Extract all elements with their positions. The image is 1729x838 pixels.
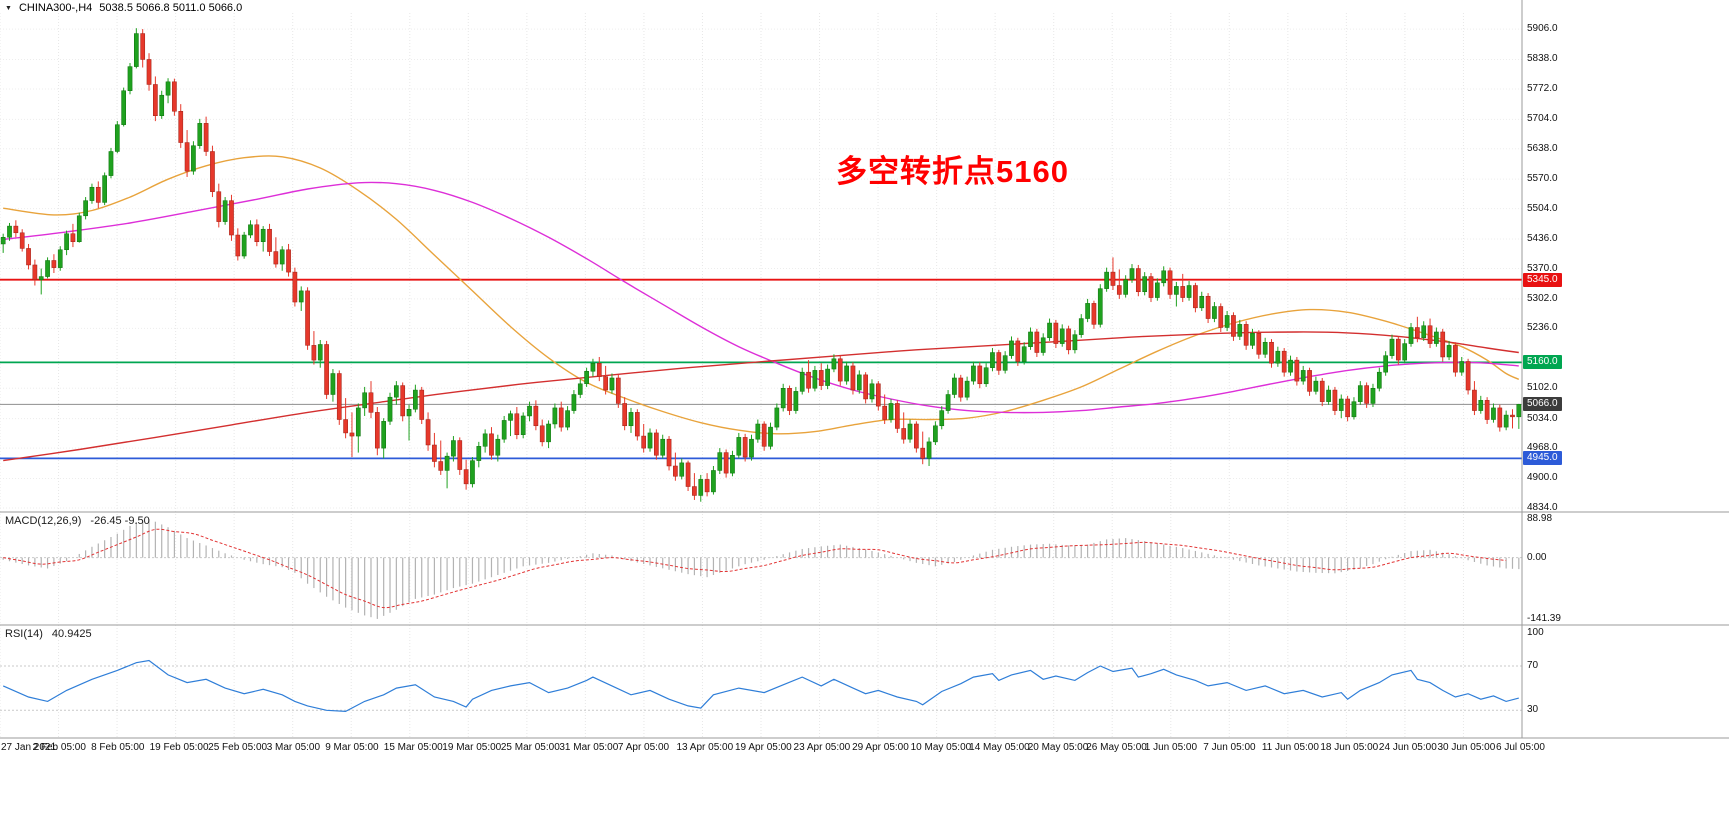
macd-signal-line	[3, 528, 1507, 609]
price-tick-label: 5302.0	[1527, 292, 1558, 304]
macd-header: MACD(12,26,9) -26.45 -9.50	[5, 515, 150, 527]
symbol-timeframe: CHINA300-,H4	[18, 2, 93, 14]
macd-tick-label: 88.98	[1527, 512, 1553, 524]
time-axis-label: 13 Apr 05:00	[676, 742, 734, 753]
chart-header: ▼ CHINA300-,H4 5038.5 5066.8 5011.0 5066…	[5, 2, 242, 14]
macd-histogram	[2, 518, 1520, 619]
time-axis-label: 19 Mar 05:00	[442, 742, 502, 753]
price-tick-label: 5570.0	[1527, 173, 1558, 185]
time-axis-label: 27 Jan 2021	[1, 742, 57, 753]
time-axis-label: 11 Jun 05:00	[1261, 742, 1319, 753]
price-tick-label: 5436.0	[1527, 233, 1558, 245]
time-axis-label: 6 Jul 05:00	[1496, 742, 1545, 753]
time-axis-label: 18 Jun 05:00	[1320, 742, 1379, 753]
rsi-line	[2, 659, 1519, 713]
grid-layer	[0, 13, 1523, 738]
time-axis-label: 7 Jun 05:00	[1203, 742, 1256, 753]
rsi-value: 40.9425	[51, 628, 92, 640]
collapse-ohlc-icon[interactable]: ▼	[5, 4, 12, 12]
support-line-badge: 4945.0	[1523, 451, 1562, 466]
rsi-tick-label: 70	[1527, 659, 1539, 671]
time-axis-label: 24 Jun 05:00	[1378, 742, 1437, 753]
time-axis-label: 23 Apr 05:00	[793, 742, 851, 753]
ma-fast-line	[3, 155, 1520, 435]
ohlc-values: 5038.5 5066.8 5011.0 5066.0	[99, 2, 243, 14]
price-tick-label: 5102.0	[1527, 382, 1558, 394]
price-tick-label: 5034.0	[1527, 412, 1558, 424]
price-tick-label: 5638.0	[1527, 142, 1558, 154]
time-axis-label: 30 Jun 05:00	[1437, 742, 1496, 753]
price-tick-label: 4968.0	[1527, 442, 1558, 454]
price-tick-label: 4834.0	[1527, 501, 1558, 513]
rsi-label: RSI(14)	[5, 628, 43, 640]
price-tick-label: 5838.0	[1527, 53, 1558, 65]
time-axis-label: 19 Feb 05:00	[149, 742, 209, 753]
time-axis-label: 10 May 05:00	[910, 742, 972, 753]
macd-tick-label: -141.39	[1527, 613, 1561, 625]
annotation-text[interactable]: 多空转折点5160	[836, 154, 1069, 189]
time-axis-label: 8 Feb 05:00	[91, 742, 145, 753]
time-axis-label: 2 Feb 05:00	[32, 742, 86, 753]
time-axis-label: 29 Apr 05:00	[852, 742, 909, 753]
time-axis-label: 20 May 05:00	[1027, 742, 1089, 753]
ma-slow-line	[3, 331, 1519, 462]
rsi-tick-label: 100	[1527, 626, 1544, 638]
time-axis-label: 25 Mar 05:00	[500, 742, 560, 753]
current-price-badge: 5066.0	[1523, 397, 1562, 412]
time-axis-label: 9 Mar 05:00	[325, 742, 379, 753]
macd-values: -26.45 -9.50	[90, 515, 150, 527]
rsi-header: RSI(14) 40.9425	[5, 628, 92, 640]
pivot-line-badge: 5160.0	[1523, 355, 1562, 370]
resistance-line-badge: 5345.0	[1523, 272, 1562, 287]
time-axis-label: 7 Apr 05:00	[617, 742, 670, 753]
time-axis-label: 15 Mar 05:00	[383, 742, 443, 753]
macd-label: MACD(12,26,9)	[5, 515, 82, 527]
macd-tick-label: 0.00	[1527, 551, 1547, 563]
time-axis-label: 3 Mar 05:00	[266, 742, 321, 753]
price-tick-label: 5370.0	[1527, 262, 1558, 274]
time-axis-label: 31 Mar 05:00	[559, 742, 619, 753]
time-axis-label: 19 Apr 05:00	[735, 742, 792, 753]
price-tick-label: 4900.0	[1527, 472, 1558, 484]
time-axis-label: 1 Jun 05:00	[1144, 742, 1198, 753]
time-axis-label: 14 May 05:00	[969, 742, 1030, 753]
price-tick-label: 5504.0	[1527, 202, 1558, 214]
rsi-tick-label: 30	[1527, 704, 1539, 716]
price-tick-label: 5704.0	[1527, 113, 1558, 125]
time-axis-label: 25 Feb 05:00	[208, 742, 268, 753]
price-tick-label: 5906.0	[1527, 23, 1558, 35]
time-axis-label: 26 May 05:00	[1086, 742, 1147, 753]
price-tick-label: 5772.0	[1527, 82, 1558, 94]
candlestick-layer	[0, 28, 1522, 502]
price-tick-label: 5236.0	[1527, 322, 1558, 334]
